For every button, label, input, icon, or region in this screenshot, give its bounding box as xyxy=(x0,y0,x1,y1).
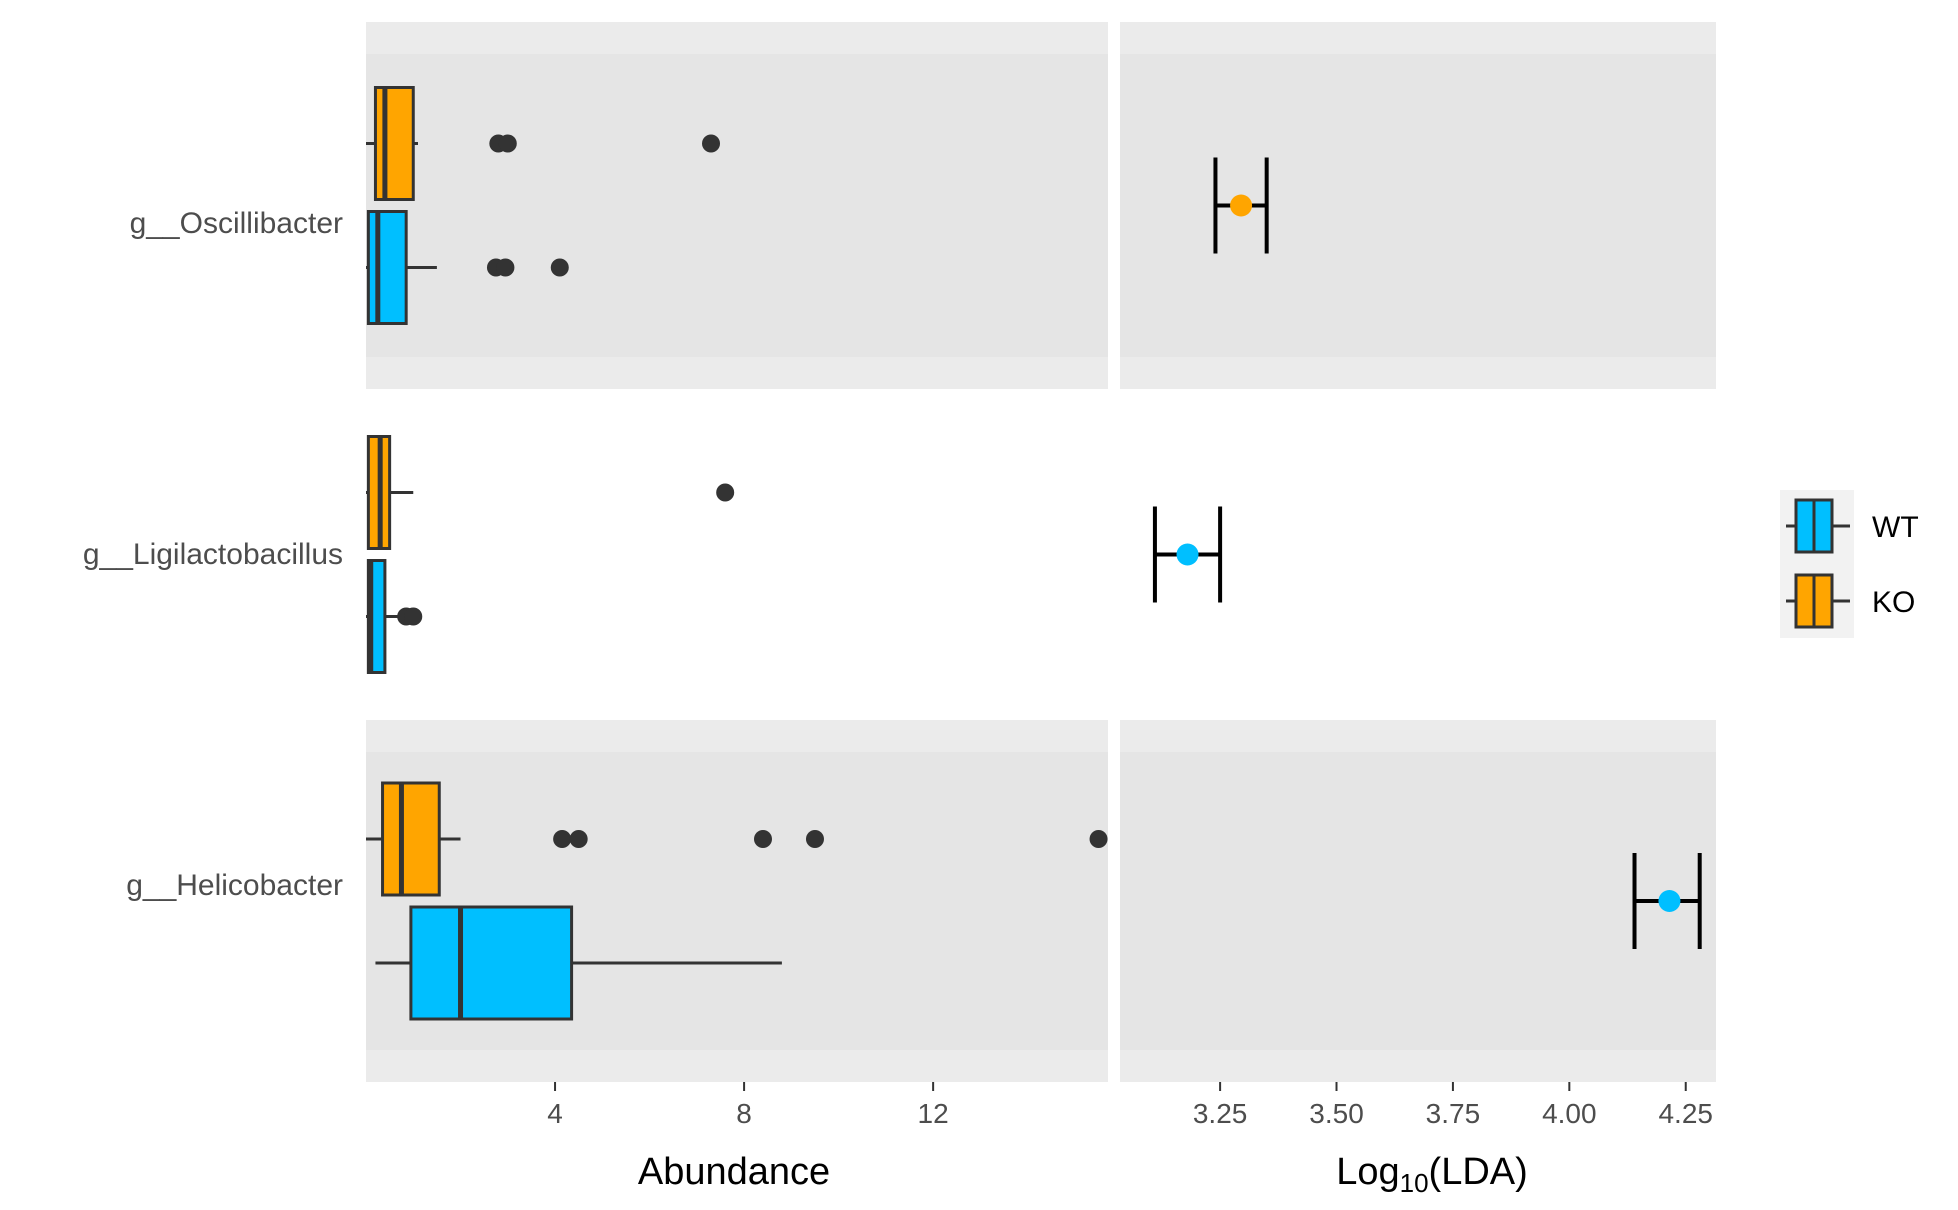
strip-bottom-abundance-helicobacter xyxy=(366,1050,1108,1082)
abundance-axis-title: Abundance xyxy=(638,1151,830,1193)
outlier-wt-oscillibacter-2 xyxy=(550,258,569,277)
lda-point-oscillibacter xyxy=(1230,194,1253,217)
strip-top-abundance-helicobacter xyxy=(366,720,1108,752)
outlier-ko-helicobacter-3 xyxy=(805,830,824,848)
lda-axis-title-main: Log xyxy=(1336,1151,1399,1193)
lda-axis-title: Log10(LDA) xyxy=(1336,1151,1528,1198)
outlier-ko-ligilactobacillus-0 xyxy=(716,483,735,502)
outlier-ko-helicobacter-1 xyxy=(569,830,588,848)
strip-bottom-lda-oscillibacter xyxy=(1120,357,1716,389)
strip-top-lda-oscillibacter xyxy=(1120,22,1716,54)
outlier-wt-oscillibacter-1 xyxy=(496,258,515,277)
abundance-boxplots xyxy=(366,86,1108,1021)
taxon-label-helicobacter: g__Helicobacter xyxy=(126,869,343,902)
outlier-ko-oscillibacter-1 xyxy=(498,134,517,153)
lda-axis-title-tail: (LDA) xyxy=(1429,1151,1528,1193)
legend-key-ko xyxy=(1786,573,1850,629)
lda-tick-label-0: 3.25 xyxy=(1193,1098,1248,1129)
abundance-tick-label-2: 12 xyxy=(918,1098,949,1129)
strip-bottom-abundance-oscillibacter xyxy=(366,357,1108,389)
lda-errorbars xyxy=(1152,157,1702,949)
taxon-label-ligilactobacillus: g__Ligilactobacillus xyxy=(83,538,343,571)
lda-tick-label-3: 4.00 xyxy=(1542,1098,1597,1129)
legend: WT KO xyxy=(1780,490,1919,638)
panel-lda-oscillibacter xyxy=(1120,54,1716,357)
lda-tick-label-4: 4.25 xyxy=(1658,1098,1713,1129)
outlier-wt-ligilactobacillus-1 xyxy=(404,607,423,626)
panel-abundance-oscillibacter xyxy=(366,54,1108,357)
abundance-tick-label-1: 8 xyxy=(736,1098,752,1129)
outlier-ko-helicobacter-2 xyxy=(753,830,772,848)
box-wt-oscillibacter xyxy=(366,210,408,325)
box-ko-helicobacter xyxy=(381,781,441,897)
lda-axis: 3.25 3.50 3.75 4.00 4.25 xyxy=(1193,1082,1713,1129)
taxon-labels: g__Oscillibacter g__Ligilactobacillus g_… xyxy=(83,207,343,902)
outlier-ko-helicobacter-0 xyxy=(553,830,572,848)
abundance-tick-label-0: 4 xyxy=(547,1098,563,1129)
outlier-ko-helicobacter-4 xyxy=(1089,830,1108,848)
panel-lda-helicobacter xyxy=(1120,752,1716,1050)
box-ko-oscillibacter xyxy=(373,86,415,201)
strip-bottom-lda-helicobacter xyxy=(1120,1050,1716,1082)
legend-label-wt: WT xyxy=(1872,511,1919,544)
legend-key-wt xyxy=(1786,498,1850,554)
outlier-ko-oscillibacter-2 xyxy=(702,134,721,153)
legend-label-ko: KO xyxy=(1872,586,1915,619)
taxon-label-oscillibacter: g__Oscillibacter xyxy=(130,207,343,240)
lda-tick-label-1: 3.50 xyxy=(1309,1098,1364,1129)
abundance-axis: 4 8 12 xyxy=(547,1082,949,1129)
lda-point-ligilactobacillus xyxy=(1176,543,1199,566)
lda-axis-title-subscript: 10 xyxy=(1400,1168,1429,1198)
box-wt-helicobacter xyxy=(409,905,574,1021)
strip-top-abundance-oscillibacter xyxy=(366,22,1108,54)
strip-top-lda-helicobacter xyxy=(1120,720,1716,752)
lda-point-helicobacter xyxy=(1658,890,1681,912)
lda-tick-label-2: 3.75 xyxy=(1426,1098,1481,1129)
